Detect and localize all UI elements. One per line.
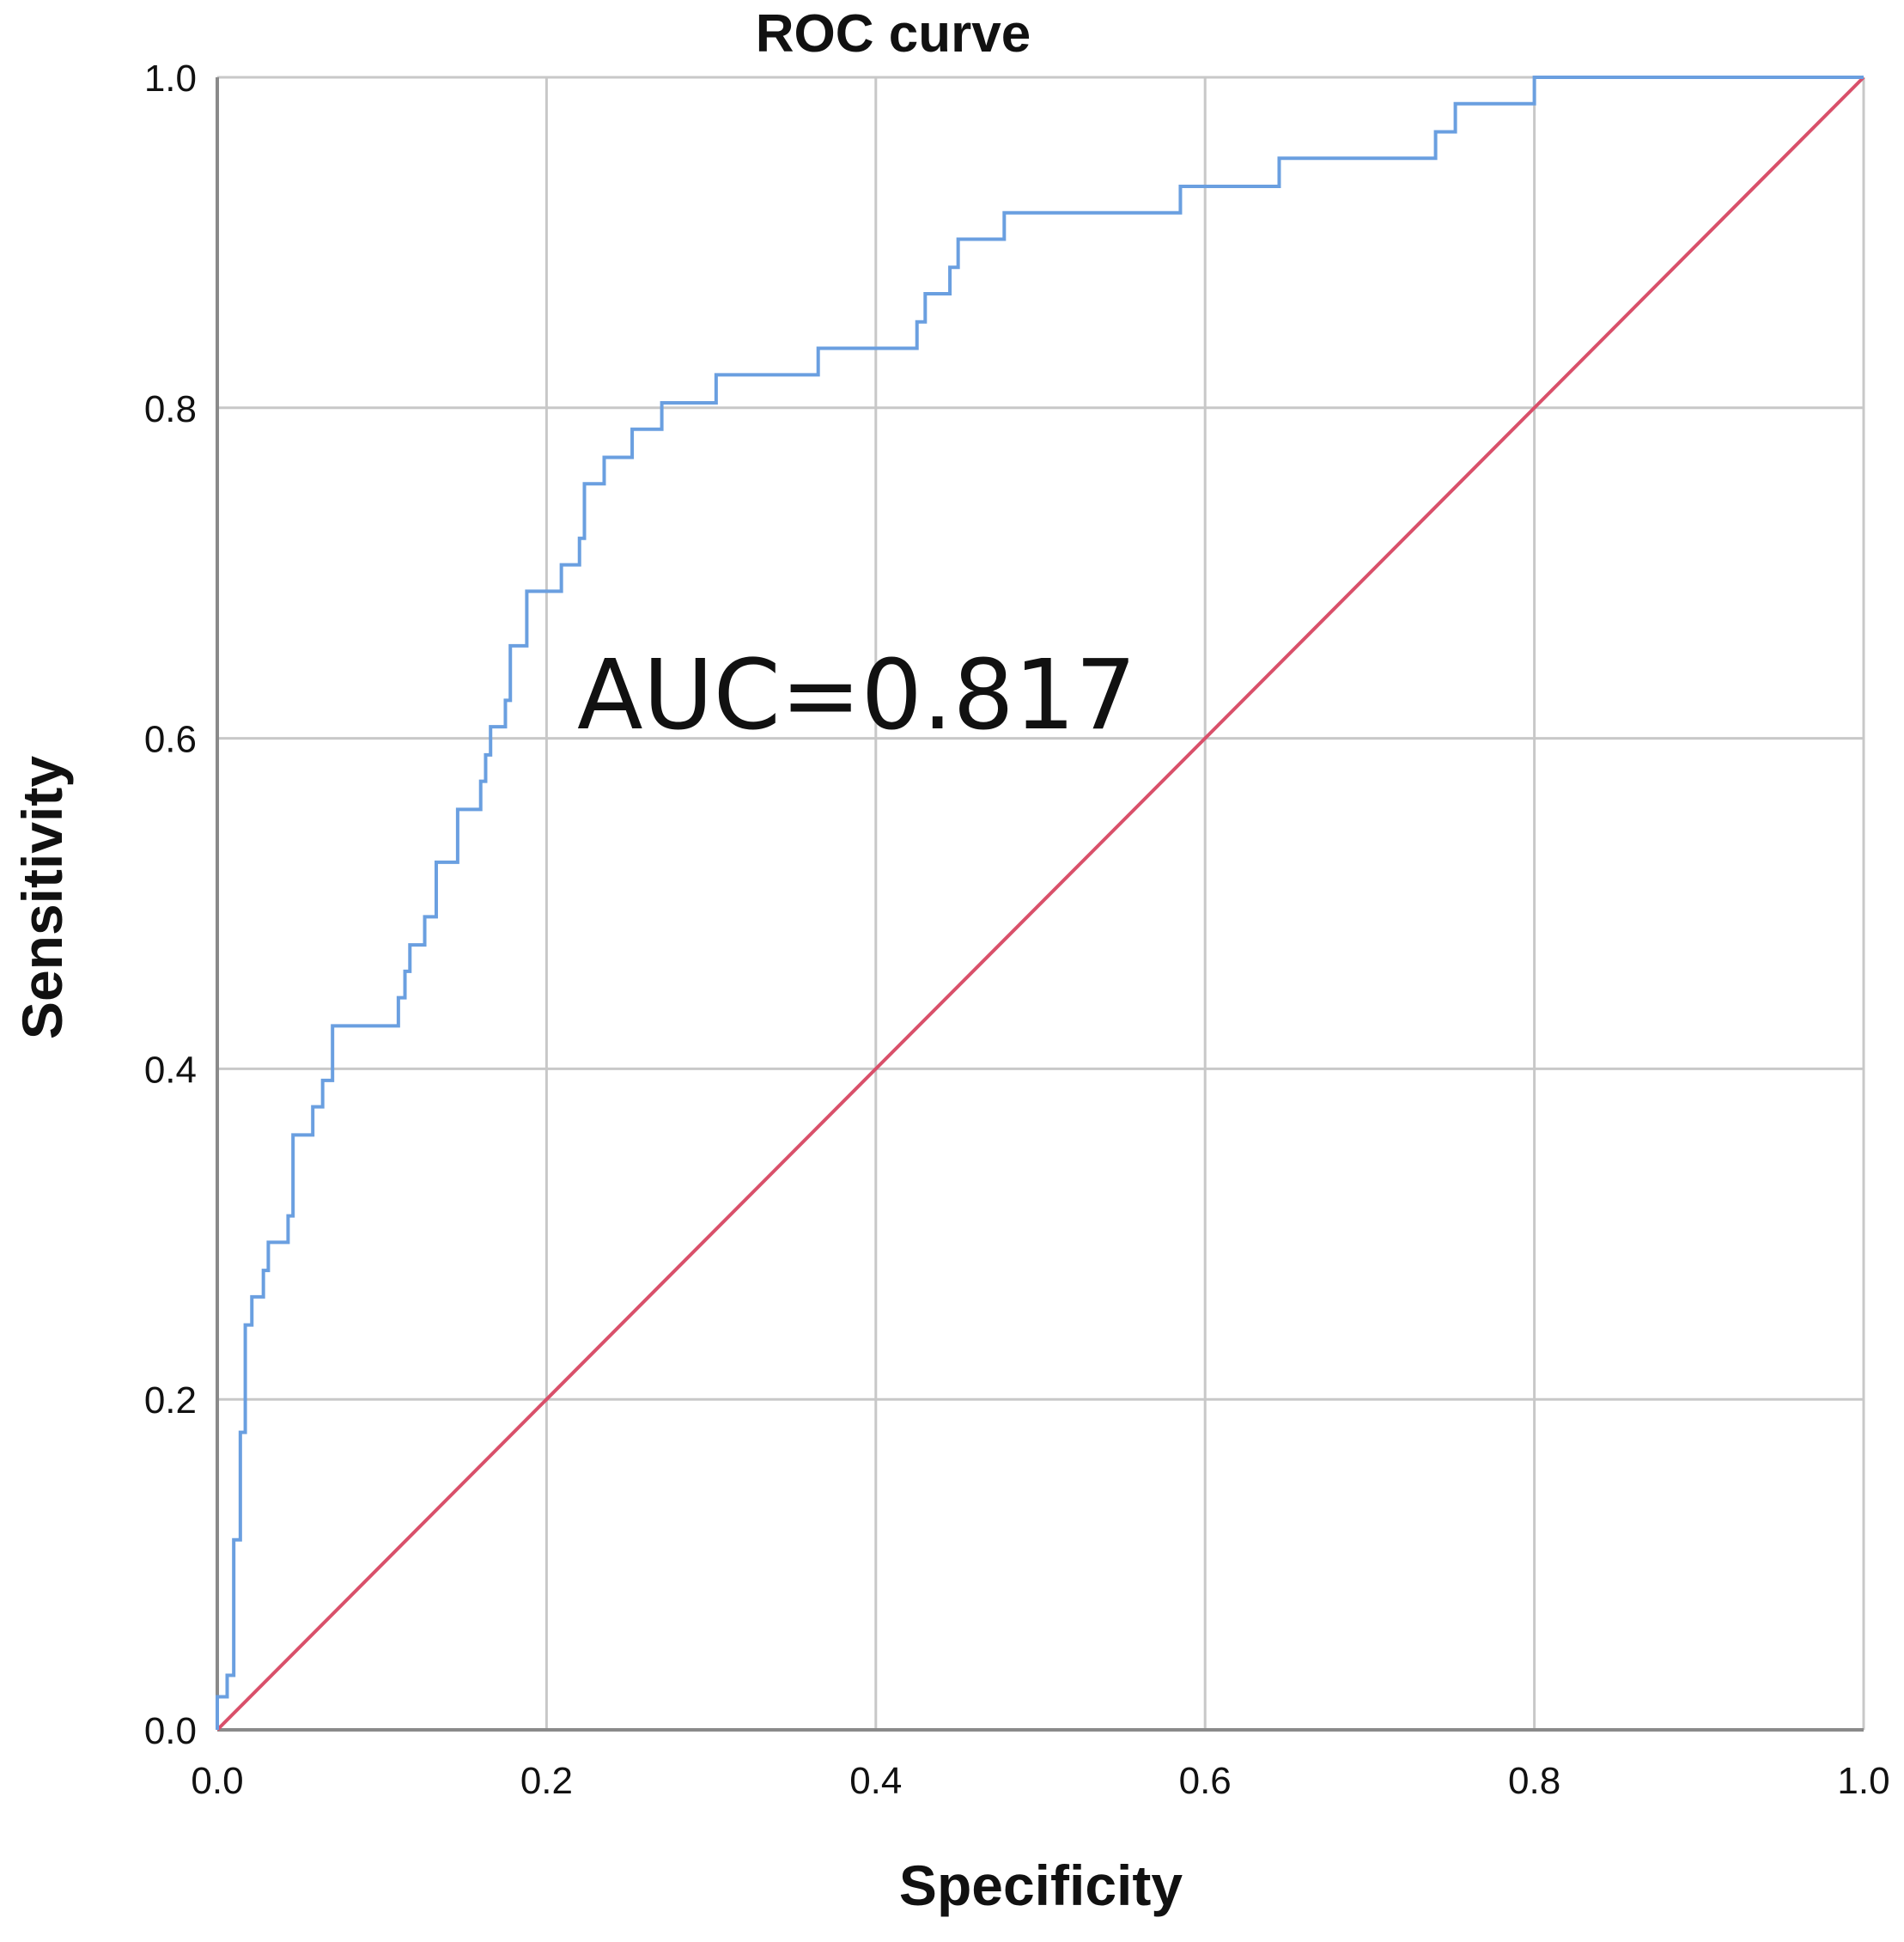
y-tick-label-0: 0.0 xyxy=(144,1710,197,1752)
x-axis-label: Specificity xyxy=(899,1854,1183,1917)
tick-labels: 0.0 0.2 0.4 0.6 0.8 1.0 0.0 0.2 0.4 0.6 0.8 1.0 xyxy=(144,58,1890,1802)
chart-title: ROC curve xyxy=(756,4,1031,64)
reference-diagonal-line xyxy=(216,76,1865,1732)
y-tick-label-4: 0.8 xyxy=(144,388,197,430)
y-tick-label-2: 0.4 xyxy=(144,1049,197,1091)
y-tick-label-1: 0.2 xyxy=(144,1379,197,1421)
x-tick-label-2: 0.4 xyxy=(849,1760,902,1802)
series-layer xyxy=(216,76,1865,1732)
x-tick-label-5: 1.0 xyxy=(1837,1760,1889,1802)
x-tick-label-4: 0.8 xyxy=(1508,1760,1560,1802)
x-tick-label-1: 0.2 xyxy=(520,1760,573,1802)
auc-annotation: AUC=0.817 xyxy=(577,640,1136,752)
y-axis-label: Sensitivity xyxy=(10,756,74,1039)
x-tick-label-3: 0.6 xyxy=(1179,1760,1232,1802)
roc-curve-line xyxy=(216,76,1864,1730)
axes xyxy=(216,77,1864,1732)
x-tick-label-0: 0.0 xyxy=(191,1760,243,1802)
y-tick-label-5: 1.0 xyxy=(144,58,197,100)
y-tick-label-3: 0.6 xyxy=(144,719,197,761)
